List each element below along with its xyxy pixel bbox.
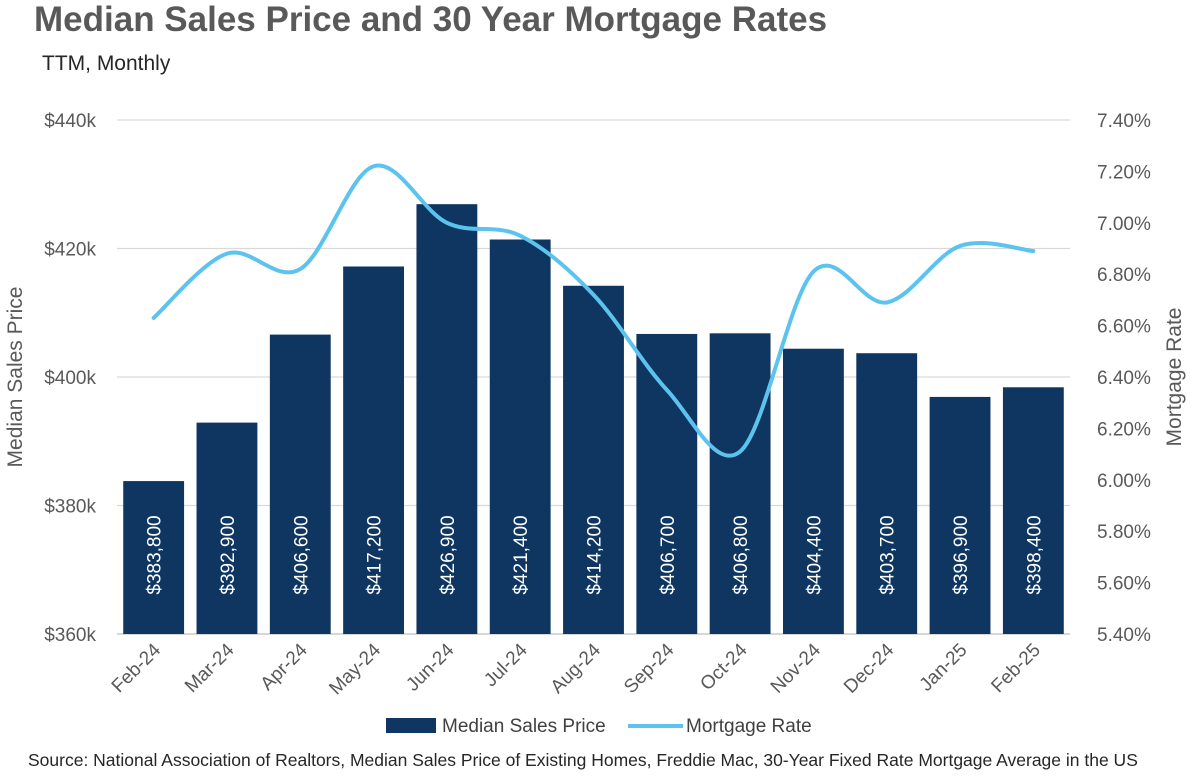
bar	[343, 266, 404, 634]
bar	[783, 348, 844, 634]
x-tick-label: Feb-24	[108, 639, 166, 697]
line-series	[151, 163, 1036, 458]
bar-value-label: $383,800	[145, 515, 166, 594]
bar	[416, 204, 478, 635]
bar-value-label: $417,200	[365, 515, 386, 594]
x-tick-label: Mar-24	[181, 639, 239, 697]
bar-value-label: $421,400	[511, 515, 532, 594]
chart-title: Median Sales Price and 30 Year Mortgage …	[34, 0, 828, 39]
legend: Median Sales Price Mortgage Rate	[386, 716, 812, 737]
bar-value-label: $398,400	[1024, 515, 1045, 594]
legend-bar-label: Median Sales Price	[442, 716, 606, 737]
y-tick-label: $380k	[44, 497, 96, 518]
x-tick-label: Aug-24	[547, 639, 605, 697]
bar	[709, 333, 771, 634]
bar	[123, 481, 185, 634]
bar-value-label: $426,900	[438, 515, 459, 594]
bar-value-label: $404,400	[804, 515, 825, 594]
x-tick-label: Jun-24	[402, 639, 458, 695]
x-axis-ticks: Feb-24 Mar-24 Apr-24 May-24 Jun-24 Jul-24 Aug-…	[108, 639, 1045, 699]
y2-tick-label: 5.80%	[1097, 522, 1151, 543]
source-note: Source: National Association of Realtors…	[28, 750, 1138, 770]
bar	[929, 396, 991, 634]
y2-tick-label: 7.40%	[1097, 111, 1151, 132]
y2-tick-label: 5.40%	[1097, 625, 1151, 646]
legend-bar-swatch	[386, 718, 436, 733]
y-tick-label: $420k	[44, 240, 96, 261]
y-tick-label: $360k	[44, 625, 96, 646]
chart-subtitle: TTM, Monthly	[42, 52, 171, 75]
bar	[269, 334, 331, 634]
bar	[196, 422, 258, 634]
bar-value-label: $396,900	[951, 515, 972, 594]
y2-tick-label: 6.60%	[1097, 317, 1151, 338]
bar-value-label: $392,900	[218, 515, 239, 594]
right-axis-label: Mortgage Rate	[1163, 308, 1186, 447]
bar	[856, 353, 918, 634]
right-axis-ticks: 5.40% 5.60% 5.80% 6.00% 6.20% 6.40% 6.60% 6.80%…	[1097, 111, 1151, 646]
left-axis-label: Median Sales Price	[4, 287, 27, 468]
bar-series: $383,800 $392,900 $406,600 $417,200 $426,900…	[123, 204, 1064, 635]
bar	[1002, 387, 1064, 634]
y2-tick-label: 6.40%	[1097, 368, 1151, 389]
y2-tick-label: 6.00%	[1097, 471, 1151, 492]
y-tick-label: $400k	[44, 368, 96, 389]
bar-value-label: $403,700	[878, 515, 899, 594]
x-tick-label: May-24	[325, 639, 385, 699]
bar	[489, 239, 551, 634]
y-tick-label: $440k	[44, 111, 96, 132]
mortgage-rate-line	[151, 163, 1036, 458]
x-tick-label: Apr-24	[257, 639, 312, 694]
x-tick-label: Nov-24	[767, 639, 825, 697]
bar-value-label: $406,600	[291, 515, 312, 594]
x-tick-label: Oct-24	[696, 639, 751, 694]
bar	[636, 333, 698, 634]
x-tick-label: Jan-25	[916, 640, 972, 696]
chart-area: $383,800 $392,900 $406,600 $417,200 $426,900…	[4, 111, 1186, 737]
y2-tick-label: 7.20%	[1097, 162, 1151, 183]
x-tick-label: Sep-24	[620, 639, 678, 697]
y2-tick-label: 6.80%	[1097, 265, 1151, 286]
x-tick-label: Feb-25	[987, 640, 1044, 697]
x-tick-label: Jul-24	[480, 639, 532, 691]
bar-value-label: $406,700	[658, 515, 679, 594]
x-tick-label: Dec-24	[840, 639, 898, 697]
y2-tick-label: 5.60%	[1097, 574, 1151, 595]
bar-value-label: $406,800	[731, 515, 752, 594]
y2-tick-label: 7.00%	[1097, 214, 1151, 235]
left-axis-ticks: $360k $380k $400k $420k $440k	[44, 111, 96, 646]
bar-value-label: $414,200	[585, 515, 606, 594]
y2-tick-label: 6.20%	[1097, 419, 1151, 440]
bar	[563, 285, 624, 634]
legend-line-label: Mortgage Rate	[686, 716, 812, 737]
